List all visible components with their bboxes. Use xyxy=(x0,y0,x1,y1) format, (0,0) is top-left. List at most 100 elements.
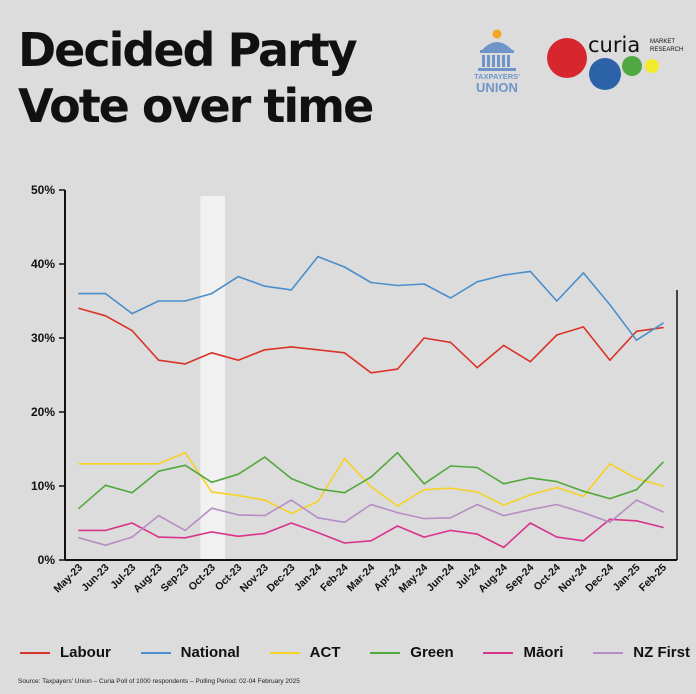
data-point-act xyxy=(449,487,452,490)
label-layer: 0%10%20%30%40%50%May-23Jun-23Jul-23Aug-2… xyxy=(31,183,669,595)
y-tick-label: 30% xyxy=(31,331,55,345)
data-point-national xyxy=(556,300,558,302)
data-point-green xyxy=(290,477,293,480)
data-point-m-ori xyxy=(609,518,611,521)
data-point-act xyxy=(502,504,505,507)
data-point-labour xyxy=(476,366,478,369)
data-point-national xyxy=(290,289,293,291)
series-act xyxy=(78,451,664,515)
series-line-national xyxy=(79,255,664,341)
data-point-act xyxy=(317,500,319,503)
x-tick-label: May-23 xyxy=(51,562,85,596)
series-m-ori xyxy=(78,518,664,549)
data-point-labour xyxy=(556,334,558,336)
data-point-green xyxy=(157,470,160,473)
series-line-m-ori xyxy=(79,518,664,549)
data-point-m-ori xyxy=(78,529,80,532)
series-green xyxy=(78,451,664,510)
data-point-green xyxy=(131,491,133,494)
legend-item-nz-first: NZ First xyxy=(593,644,690,661)
data-point-nz-first xyxy=(131,536,133,538)
data-point-labour xyxy=(582,326,585,328)
x-tick-label: Sep-23 xyxy=(158,562,191,595)
data-point-nz-first xyxy=(635,499,638,501)
data-point-green xyxy=(635,488,638,491)
data-point-green xyxy=(529,477,532,479)
data-point-act xyxy=(662,485,664,487)
highlight-band xyxy=(200,196,225,560)
data-point-m-ori xyxy=(476,533,478,535)
data-point-national xyxy=(237,275,240,278)
data-point-national xyxy=(396,284,399,287)
x-tick-label: Jan-25 xyxy=(611,562,643,594)
x-tick-label: Nov-24 xyxy=(556,562,589,595)
data-point-nz-first xyxy=(317,517,319,519)
data-point-act xyxy=(476,491,478,493)
data-point-m-ori xyxy=(317,531,319,534)
y-tick-label: 40% xyxy=(31,257,55,271)
line-chart: 0%10%20%30%40%50%May-23Jun-23Jul-23Aug-2… xyxy=(31,183,678,595)
data-point-act xyxy=(131,463,133,465)
data-point-labour xyxy=(662,326,664,329)
legend-label: ACT xyxy=(309,644,341,661)
data-point-national xyxy=(78,292,80,295)
data-point-m-ori xyxy=(582,539,585,542)
data-point-green xyxy=(343,491,346,494)
data-point-national xyxy=(184,300,186,302)
data-point-labour xyxy=(343,352,346,354)
data-point-nz-first xyxy=(396,511,399,514)
data-point-m-ori xyxy=(370,539,372,542)
data-point-act xyxy=(370,485,372,488)
data-point-m-ori xyxy=(343,542,346,544)
data-point-act xyxy=(396,505,399,507)
data-point-green xyxy=(317,488,319,490)
y-tick-label: 0% xyxy=(38,553,56,567)
data-point-m-ori xyxy=(290,522,293,524)
data-point-labour xyxy=(370,371,372,374)
x-tick-label: Mar-24 xyxy=(345,562,378,595)
y-tick-label: 10% xyxy=(31,479,55,493)
series-labour xyxy=(78,307,664,374)
x-tick-label: Oct-23 xyxy=(186,562,218,594)
x-tick-label: Feb-24 xyxy=(318,562,351,595)
data-point-national xyxy=(370,281,372,284)
data-point-nz-first xyxy=(449,517,452,519)
data-point-act xyxy=(635,477,638,480)
series-national xyxy=(78,255,664,342)
legend-label: National xyxy=(180,644,240,661)
data-point-green xyxy=(264,456,266,458)
data-point-act xyxy=(237,494,240,497)
data-point-labour xyxy=(449,341,452,344)
legend-item-act: ACT xyxy=(269,644,341,661)
data-point-m-ori xyxy=(264,532,266,535)
data-point-green xyxy=(78,507,80,510)
data-point-m-ori xyxy=(237,535,240,538)
legend-label: Labour xyxy=(60,644,111,661)
data-point-labour xyxy=(210,352,213,354)
data-point-nz-first xyxy=(370,503,372,506)
data-point-m-ori xyxy=(104,529,107,532)
y-tick-label: 50% xyxy=(31,183,55,197)
legend-swatch xyxy=(483,651,514,654)
data-point-green xyxy=(556,480,558,483)
data-point-labour xyxy=(237,359,240,361)
legend-swatch xyxy=(269,651,300,654)
data-point-green xyxy=(184,464,186,467)
data-point-labour xyxy=(184,363,186,365)
data-point-national xyxy=(609,303,611,306)
legend-swatch xyxy=(370,651,401,654)
data-point-m-ori xyxy=(157,536,160,538)
data-point-green xyxy=(502,482,505,485)
legend-swatch xyxy=(140,651,171,654)
data-point-nz-first xyxy=(423,517,425,520)
data-point-nz-first xyxy=(264,514,266,517)
data-point-act xyxy=(78,463,80,465)
data-point-nz-first xyxy=(157,514,160,517)
data-point-nz-first xyxy=(609,521,611,524)
data-point-act xyxy=(104,463,107,465)
legend-item-m-ori: Māori xyxy=(483,644,563,661)
legend-item-green: Green xyxy=(370,644,454,661)
title-line-1: Decided Party xyxy=(18,23,358,77)
data-point-labour xyxy=(78,307,80,310)
data-point-labour xyxy=(264,349,266,351)
